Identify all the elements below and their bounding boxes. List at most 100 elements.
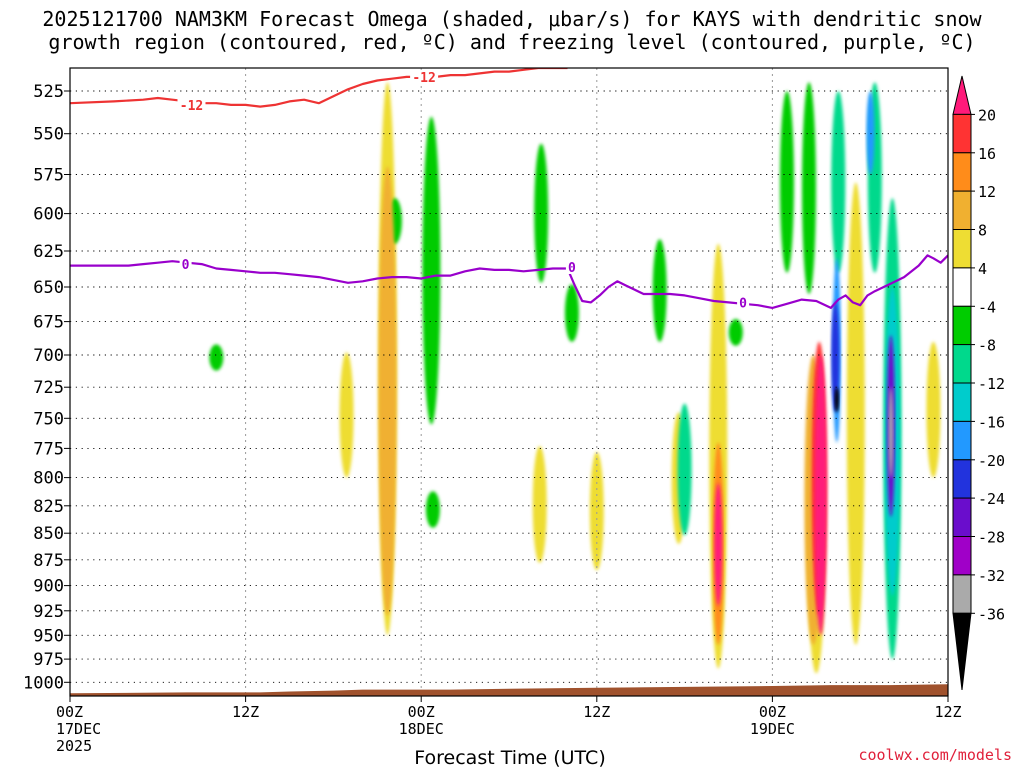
colorbar-band — [952, 344, 972, 384]
colorbar-label: 12 — [978, 183, 996, 201]
omega-region — [532, 446, 547, 563]
y-tick-label: 625 — [33, 242, 64, 262]
contour-label-bg — [410, 69, 439, 84]
chart-title-line1: 2025121700 NAM3KM Forecast Omega (shaded… — [42, 7, 982, 31]
colorbar-label: 16 — [978, 145, 996, 163]
y-tick-label: 950 — [33, 626, 64, 646]
contour-label-bg — [179, 257, 192, 272]
colorbar-band — [952, 229, 972, 269]
x-tick-label: 00Z — [408, 703, 435, 721]
omega-region — [378, 166, 397, 616]
gridlines — [70, 68, 948, 696]
colorbar-label: -24 — [978, 490, 1005, 508]
colorbar-band — [952, 420, 972, 461]
omega-region — [534, 143, 549, 283]
y-tick-label: 600 — [33, 205, 64, 225]
x-tick-label: 00Z — [56, 703, 83, 721]
omega-region — [564, 284, 579, 342]
contour-label-bg — [565, 260, 578, 274]
x-tick-label: 00Z — [759, 703, 786, 721]
y-tick-label: 775 — [33, 439, 64, 459]
x-tick-label: 19DEC — [750, 720, 795, 738]
colorbar-cap-bottom — [952, 612, 972, 691]
colorbar-band — [952, 113, 972, 154]
colorbar-label: -8 — [978, 337, 996, 355]
omega-region — [831, 90, 846, 273]
contour-label: -12 — [180, 99, 203, 114]
contour-dgz — [70, 68, 568, 108]
y-tick-label: 800 — [33, 469, 64, 489]
omega-region — [422, 116, 441, 425]
omega-region — [209, 344, 224, 371]
y-tick-label: 875 — [33, 551, 64, 571]
omega-region — [846, 182, 865, 645]
x-axis-title: Forecast Time (UTC) — [414, 747, 605, 768]
omega-region — [714, 483, 723, 606]
colorbar-band — [952, 190, 972, 231]
colorbar-band — [952, 305, 972, 346]
contour-freezing-level — [70, 254, 948, 309]
omega-region — [425, 491, 440, 528]
omega-region — [814, 355, 827, 636]
colorbar-band — [952, 574, 972, 614]
x-tick-label: 12Z — [583, 703, 610, 721]
y-tick-label: 650 — [33, 278, 64, 298]
y-tick-label: 550 — [33, 125, 64, 145]
colorbar-label: -36 — [978, 605, 1005, 623]
y-tick-label: 725 — [33, 378, 64, 398]
omega-region — [888, 387, 894, 478]
colorbar-cap-top — [952, 75, 972, 115]
colorbar-label: -32 — [978, 567, 1005, 585]
omega-region — [677, 403, 692, 536]
colorbar-label: -20 — [978, 452, 1005, 470]
colorbar-label: -16 — [978, 413, 1005, 431]
omega-region — [926, 341, 941, 478]
plot-frame — [69, 67, 949, 697]
x-tick-label: 17DEC — [56, 720, 101, 738]
colorbar-band — [952, 152, 972, 192]
colorbar-label: -12 — [978, 375, 1005, 393]
y-tick-label: 700 — [33, 346, 64, 366]
y-tick-label: 850 — [33, 524, 64, 544]
omega-region — [728, 319, 743, 346]
y-tick-label: 925 — [33, 602, 64, 622]
colorbar: 20 16 12 8 4 -4 -8 -12 -16 -20 -24 -28 -32 -36 — [952, 75, 1005, 691]
omega-region — [802, 82, 816, 294]
colorbar-label: 20 — [978, 106, 996, 124]
terrain-fill — [70, 684, 948, 696]
omega-region — [780, 90, 794, 273]
x-tick-label: 12Z — [232, 703, 259, 721]
colorbar-band — [952, 536, 972, 576]
colorbar-label: -28 — [978, 529, 1005, 547]
colorbar-label: 4 — [978, 260, 987, 278]
y-tick-label: 900 — [33, 577, 64, 597]
colorbar-band — [952, 497, 972, 538]
y-axis: 525 550 575 600 625 650 675 700 725 750 775 800 825 8… — [23, 82, 70, 693]
omega-region — [831, 301, 840, 413]
terrain — [70, 684, 948, 696]
colorbar-label: 8 — [978, 222, 987, 240]
omega-region — [652, 239, 667, 342]
omega-region — [834, 387, 839, 413]
x-tick-label: 12Z — [934, 703, 961, 721]
x-tick-label: 2025 — [56, 737, 92, 755]
omega-region — [589, 452, 604, 571]
contour-label-bg — [737, 295, 750, 310]
y-tick-label: 975 — [33, 650, 64, 670]
omega-region — [339, 352, 354, 478]
colorbar-label: -4 — [978, 298, 996, 316]
omega-shading — [209, 82, 941, 674]
contour-label-bg — [177, 97, 206, 112]
colorbar-band — [952, 267, 972, 307]
contour-label: 0 — [568, 261, 576, 276]
y-tick-label: 575 — [33, 166, 64, 186]
contour-label: 0 — [739, 296, 747, 311]
y-tick-label: 675 — [33, 313, 64, 333]
chart-title-line2: growth region (contoured, red, ºC) and f… — [48, 30, 976, 54]
colorbar-band — [952, 459, 972, 499]
credit-text: coolwx.com/models — [858, 746, 1012, 764]
contour-label: -12 — [412, 71, 435, 86]
omega-region — [866, 91, 875, 175]
